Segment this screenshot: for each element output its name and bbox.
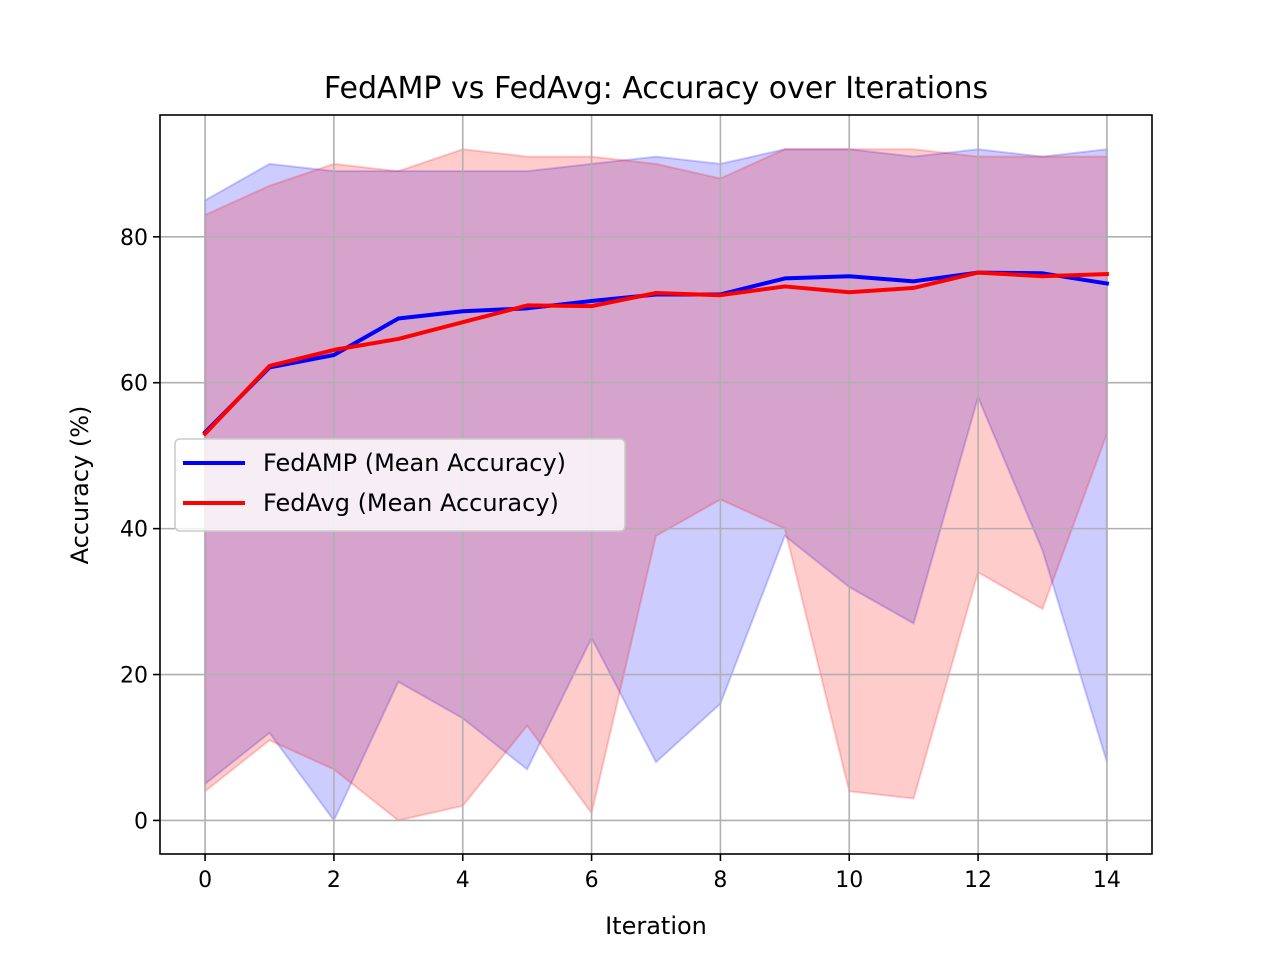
line-series-1 — [202, 270, 1109, 437]
x-tick-label-2: 2 — [327, 868, 341, 893]
x-tick-label-10: 10 — [835, 868, 863, 893]
x-tick-label-4: 4 — [456, 868, 470, 893]
y-tick-label-60: 60 — [120, 372, 148, 397]
series-lines — [202, 270, 1110, 437]
x-tick-label-14: 14 — [1093, 868, 1121, 893]
x-axis-label: Iteration — [605, 912, 707, 940]
y-tick-label-0: 0 — [134, 809, 148, 834]
y-axis-ticks: 0 20 40 60 80 — [120, 226, 160, 834]
y-tick-label-20: 20 — [120, 664, 148, 689]
confidence-bands — [204, 148, 1108, 823]
x-axis-ticks: 0 2 4 6 8 10 12 14 — [198, 854, 1121, 893]
legend-label-fedamp: FedAMP (Mean Accuracy) — [263, 449, 566, 477]
x-tick-label-8: 8 — [713, 868, 727, 893]
chart-title: FedAMP vs FedAvg: Accuracy over Iteratio… — [324, 71, 988, 106]
x-tick-label-6: 6 — [585, 868, 599, 893]
y-tick-label-80: 80 — [120, 226, 148, 251]
legend-label-fedavg: FedAvg (Mean Accuracy) — [263, 489, 559, 517]
x-tick-label-12: 12 — [964, 868, 992, 893]
y-axis-label: Accuracy (%) — [66, 406, 94, 565]
legend-box — [174, 438, 626, 532]
grid-lines — [160, 115, 1152, 854]
x-tick-label-0: 0 — [198, 868, 212, 893]
legend: FedAMP (Mean Accuracy) FedAvg (Mean Accu… — [174, 438, 626, 532]
plot-frame — [159, 114, 1153, 855]
y-tick-label-40: 40 — [120, 518, 148, 543]
